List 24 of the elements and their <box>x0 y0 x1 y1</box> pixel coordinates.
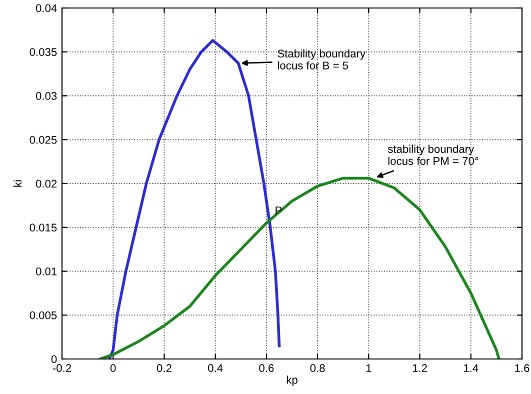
y-tick-label: 0.005 <box>30 311 57 320</box>
x-tick-label: 1.4 <box>464 364 478 372</box>
x-tick-label: -0.2 <box>52 364 72 372</box>
x-tick-label: 0.2 <box>156 364 172 372</box>
y-tick-label: 0.02 <box>36 180 57 188</box>
x-tick-label: 0 <box>110 364 116 372</box>
x-tick-label: 1 <box>366 364 372 372</box>
x-tick-label: 1.6 <box>515 364 530 372</box>
y-tick-label: 0.03 <box>36 92 57 100</box>
y-tick-label: 0.01 <box>36 268 57 276</box>
x-tick-label: 1.2 <box>412 364 427 372</box>
y-tick-label: 0.04 <box>36 4 57 12</box>
y-tick-label: 0 <box>51 355 57 364</box>
y-tick-label: 0.015 <box>30 224 57 232</box>
annotation: stability boundary locus for PM = 70° <box>388 144 478 165</box>
y-tick-label: 0.025 <box>30 136 57 144</box>
x-tick-label: 0.6 <box>259 364 274 372</box>
x-tick-label: 0.8 <box>310 364 325 372</box>
x-axis-title: kp <box>286 376 298 386</box>
line-series <box>98 176 500 359</box>
y-axis-title: ki <box>13 180 22 187</box>
annotation: Stability boundary locus for B = 5 <box>278 49 366 70</box>
y-tick-label: 0.035 <box>30 48 57 56</box>
x-tick-label: 0.4 <box>208 364 223 372</box>
